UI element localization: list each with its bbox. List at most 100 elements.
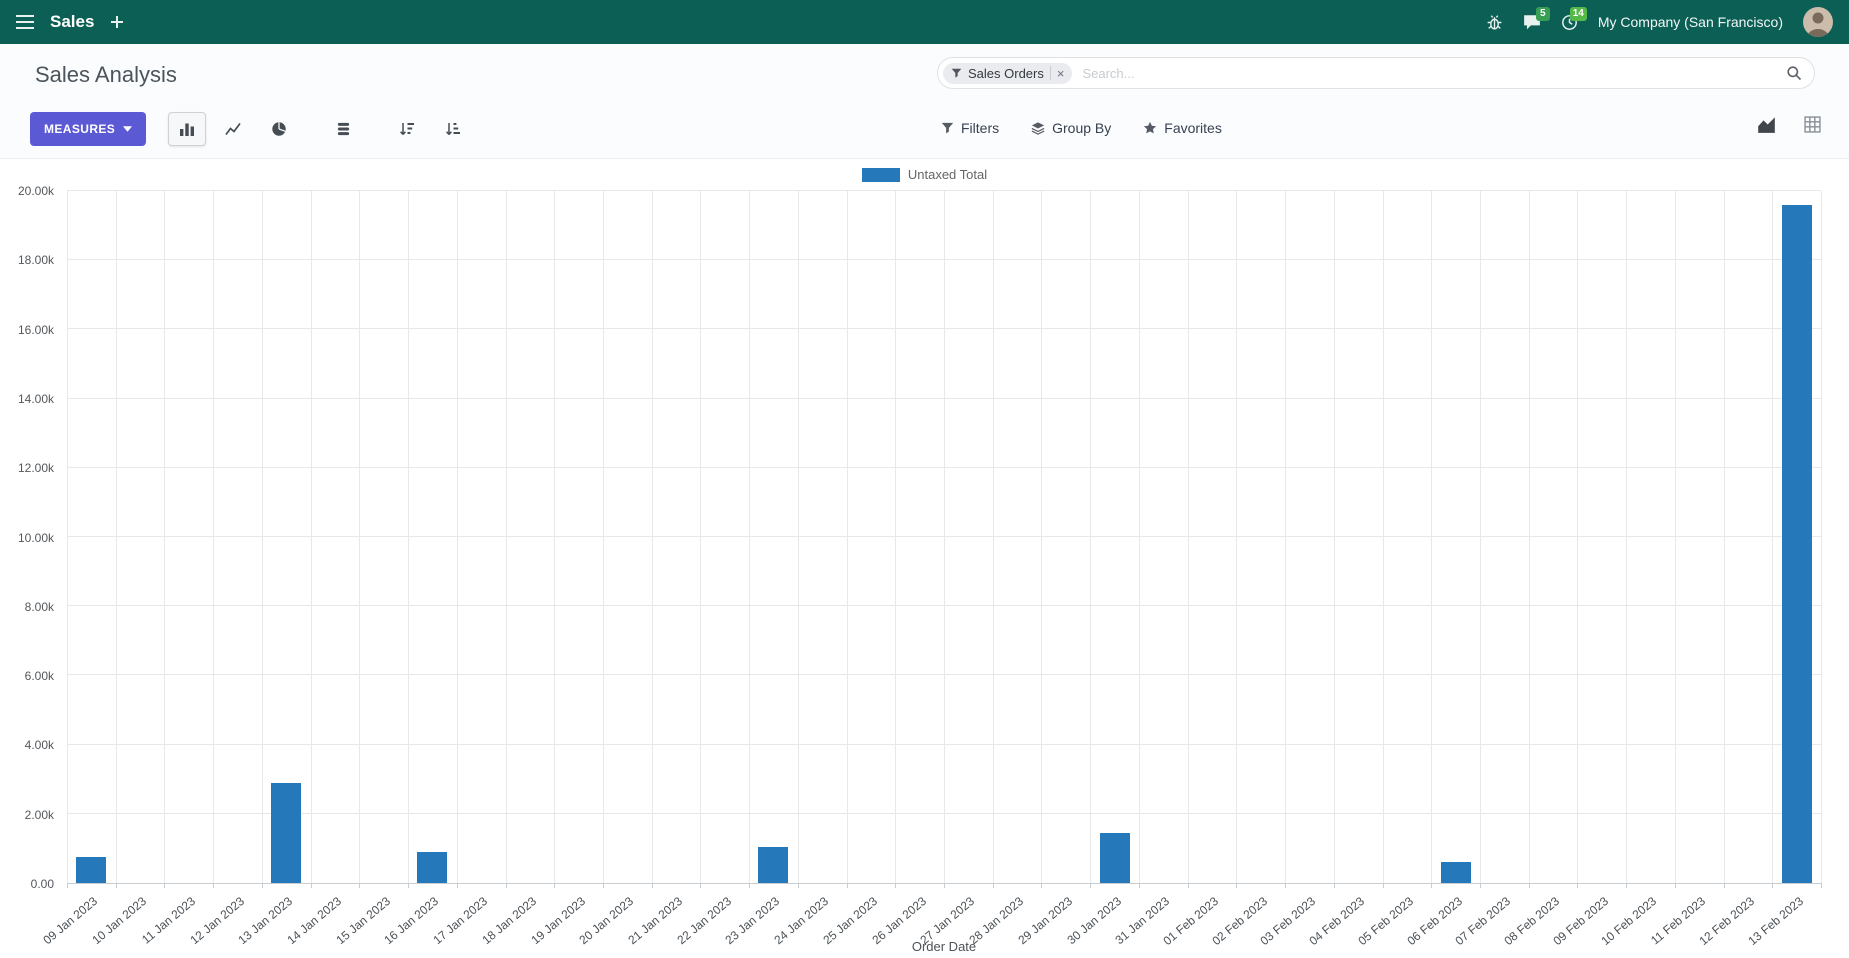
- v-gridline: [554, 191, 556, 883]
- activities-button[interactable]: 14: [1561, 6, 1587, 31]
- search-facet-label: Sales Orders: [968, 65, 1044, 81]
- v-gridline: [505, 191, 507, 883]
- x-tick-mark: [554, 883, 556, 888]
- chart-bar[interactable]: [417, 851, 448, 883]
- bug-icon[interactable]: [1486, 14, 1503, 31]
- v-gridline: [602, 191, 604, 883]
- x-tick-mark: [1187, 883, 1189, 888]
- top-navbar: Sales 5 14 My Company (San Francisco): [0, 0, 1849, 44]
- plot-area: [67, 190, 1822, 888]
- stacked-toggle-button[interactable]: [324, 112, 362, 146]
- x-tick-mark: [213, 883, 215, 888]
- area-view-icon: [1758, 117, 1775, 133]
- v-gridline: [408, 191, 410, 883]
- bar-chart-icon: [180, 123, 195, 136]
- facet-remove-icon[interactable]: ×: [1056, 65, 1065, 81]
- x-tick-mark: [310, 883, 312, 888]
- y-tick-label: 4.00k: [24, 738, 54, 753]
- search-icon[interactable]: [1786, 65, 1802, 81]
- pie-chart-icon: [272, 122, 286, 136]
- x-tick-mark: [1041, 883, 1043, 888]
- v-gridline: [1674, 191, 1676, 883]
- chart-bar[interactable]: [1099, 832, 1130, 883]
- x-tick-mark: [1236, 883, 1238, 888]
- avatar[interactable]: [1803, 7, 1833, 37]
- x-tick-mark: [1382, 883, 1384, 888]
- chart-bar[interactable]: [758, 846, 789, 883]
- v-gridline: [164, 191, 166, 883]
- chart-bar[interactable]: [1440, 862, 1471, 883]
- view-switcher: [1757, 116, 1821, 133]
- y-tick-label: 8.00k: [24, 599, 54, 614]
- v-gridline: [67, 191, 68, 883]
- v-gridline: [846, 191, 848, 883]
- search-facet[interactable]: Sales Orders ×: [943, 62, 1073, 84]
- measures-button[interactable]: MEASURES: [30, 112, 147, 146]
- y-tick-label: 10.00k: [17, 530, 54, 545]
- x-tick-mark: [1285, 883, 1287, 888]
- x-tick-mark: [895, 883, 897, 888]
- y-axis-labels: 0.00 2.00k 4.00k 6.00k 8.00k 10.00k 12.00k 14.0…: [0, 184, 60, 891]
- messages-button[interactable]: 5: [1523, 7, 1550, 30]
- v-gridline: [1187, 191, 1189, 883]
- y-tick-label: 14.00k: [17, 391, 54, 406]
- v-gridline: [1236, 191, 1238, 883]
- x-axis-labels: 09 Jan 2023 10 Jan 2023 11 Jan 2023 12 Jan …: [41, 886, 1821, 948]
- sort-asc-button[interactable]: [434, 112, 472, 146]
- x-tick-mark: [1821, 883, 1822, 888]
- search-bar[interactable]: Sales Orders ×: [937, 57, 1815, 89]
- chart-card: Untaxed Total 0.00 2.00k 4.00k 6.00k 8.00k 10…: [0, 159, 1849, 958]
- group-by-button[interactable]: Group By: [1031, 120, 1111, 136]
- layers-icon: [1031, 121, 1045, 135]
- star-icon: [1143, 121, 1157, 135]
- x-tick-mark: [359, 883, 361, 888]
- x-tick-mark: [261, 883, 263, 888]
- line-chart-icon: [225, 122, 241, 136]
- app-name[interactable]: Sales: [50, 12, 95, 31]
- filter-funnel-icon: [951, 68, 962, 78]
- chat-icon: [1523, 15, 1540, 30]
- x-tick-mark: [1626, 883, 1628, 888]
- x-tick-mark: [1479, 883, 1481, 888]
- x-tick-mark: [1772, 883, 1774, 888]
- x-tick-mark: [1723, 883, 1725, 888]
- v-gridline: [992, 191, 994, 883]
- sort-desc-button[interactable]: [388, 112, 426, 146]
- graph-view-button[interactable]: [1757, 116, 1776, 133]
- line-chart-button[interactable]: [214, 112, 252, 146]
- chart-bar[interactable]: [271, 782, 302, 883]
- company-menu[interactable]: My Company (San Francisco): [1597, 14, 1783, 30]
- y-tick-label: 18.00k: [17, 253, 54, 268]
- h-gridline: [67, 190, 1821, 191]
- v-gridline: [1577, 191, 1579, 883]
- bar-chart-button[interactable]: [168, 112, 207, 146]
- v-gridline: [797, 191, 799, 883]
- v-gridline: [456, 191, 458, 883]
- activities-badge: 14: [1569, 6, 1587, 21]
- x-axis-title: Order Date: [911, 939, 977, 954]
- control-panel: Sales Analysis Sales Orders × MEASURES: [0, 44, 1849, 159]
- stacked-icon: [337, 122, 349, 136]
- chart-legend[interactable]: Untaxed Total: [0, 167, 1849, 182]
- x-tick-mark: [456, 883, 458, 888]
- pie-chart-button[interactable]: [260, 112, 298, 146]
- filter-funnel-icon: [941, 122, 954, 135]
- v-gridline: [944, 191, 945, 883]
- x-tick-mark: [1528, 883, 1530, 888]
- v-gridline: [700, 191, 702, 883]
- pivot-view-button[interactable]: [1804, 116, 1821, 133]
- favorites-button[interactable]: Favorites: [1143, 120, 1222, 136]
- v-gridline: [1528, 191, 1530, 883]
- menu-icon[interactable]: [16, 15, 34, 29]
- group-by-label: Group By: [1052, 120, 1112, 136]
- x-tick-mark: [602, 883, 604, 888]
- plus-icon[interactable]: [110, 15, 124, 29]
- x-tick-mark: [408, 883, 410, 888]
- sort-desc-icon: [400, 123, 415, 135]
- chart-bar[interactable]: [76, 857, 107, 883]
- search-input[interactable]: [1072, 64, 1786, 82]
- chart-bar[interactable]: [1781, 204, 1812, 883]
- v-gridline: [115, 191, 117, 883]
- filters-button[interactable]: Filters: [941, 120, 999, 136]
- v-gridline: [1479, 191, 1481, 883]
